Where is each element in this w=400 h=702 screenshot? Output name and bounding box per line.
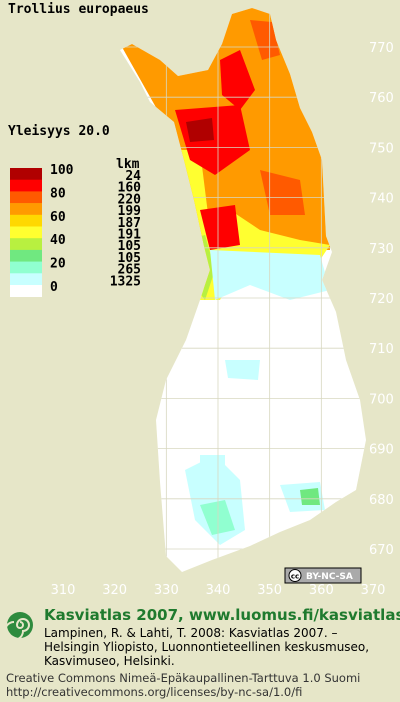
legend-swatch <box>10 168 42 180</box>
y-tick-label: 680 <box>369 493 394 508</box>
legend-count: 265 <box>118 263 141 278</box>
y-tick-label: 700 <box>369 392 394 407</box>
y-tick-label: 770 <box>369 41 394 56</box>
x-tick-label: 360 <box>309 583 334 598</box>
y-tick-label: 760 <box>369 91 394 106</box>
logo <box>4 612 33 641</box>
y-tick-label: 720 <box>369 292 394 307</box>
range-red <box>260 170 305 215</box>
legend-swatch <box>10 191 42 204</box>
axes: 770 760 750 740 730 720 710 700 690 680 670 310 320 3… <box>51 41 394 598</box>
count-header: lkm <box>116 157 140 172</box>
y-tick-label: 710 <box>369 342 394 357</box>
logo-circle <box>7 612 33 638</box>
badge-symbol: cc <box>291 573 299 581</box>
legend-swatch <box>10 179 42 192</box>
legend-count: 191 <box>118 228 142 243</box>
legend-level: 60 <box>50 210 66 225</box>
x-tick-label: 370 <box>361 583 386 598</box>
legend-count: 160 <box>118 181 142 196</box>
badge-text: BY-NC-SA <box>306 572 353 582</box>
x-tick-label: 320 <box>102 583 127 598</box>
badge-frame <box>284 567 362 584</box>
legend-swatch <box>10 285 42 297</box>
legend-swatch <box>10 214 42 227</box>
y-tick-label: 670 <box>369 543 394 558</box>
legend-swatch <box>10 203 42 216</box>
x-tick-label: 310 <box>51 583 76 598</box>
legend-count: 187 <box>118 216 141 231</box>
legend-level: 40 <box>50 233 66 248</box>
legend-count: 220 <box>118 192 142 207</box>
license-line: Creative Commons Nimeä-Epäkaupallinen-Ta… <box>6 671 360 685</box>
legend-count: 105 <box>118 239 141 254</box>
legend: 1008060402002416022019918719110510526513… <box>10 163 141 297</box>
range-cyan <box>200 455 225 470</box>
legend-level: 20 <box>50 257 66 272</box>
distribution <box>120 8 366 572</box>
range-red <box>200 205 240 250</box>
legend-count: 199 <box>118 204 141 219</box>
y-tick-label: 730 <box>369 242 394 257</box>
legend-level: 80 <box>50 186 66 201</box>
species-title: Trollius europaeus <box>8 2 149 17</box>
y-tick-label: 690 <box>369 443 394 458</box>
range-cyan <box>225 360 260 380</box>
legend-count: 24 <box>125 169 141 184</box>
logo-spiral <box>4 618 30 641</box>
range-red <box>220 50 255 110</box>
license-line: http://creativecommons.org/licenses/by-n… <box>6 685 302 699</box>
legend-swatch <box>10 238 42 251</box>
x-tick-label: 330 <box>154 583 179 598</box>
y-tick-label: 740 <box>369 192 394 207</box>
legend-swatch <box>10 273 42 286</box>
range-green <box>300 488 320 505</box>
citation-line: Helsingin Yliopisto, Luonnontieteellinen… <box>44 640 369 654</box>
x-tick-label: 340 <box>206 583 231 598</box>
license-badge: cc BY-NC-SA <box>284 567 362 584</box>
range-mint <box>200 500 235 535</box>
citation-line: Kasvimuseo, Helsinki. <box>44 654 175 668</box>
range-darkred <box>186 118 214 142</box>
citation-line: Lampinen, R. & Lahti, T. 2008: Kasviatla… <box>44 626 338 640</box>
x-tick-label: 350 <box>257 583 282 598</box>
legend-swatch <box>10 249 42 262</box>
legend-swatch <box>10 261 42 274</box>
frequency-label: Yleisyys 20.0 <box>8 124 110 139</box>
legend-level: 100 <box>50 163 74 178</box>
range-red <box>250 20 280 60</box>
legend-level: 0 <box>50 280 58 295</box>
legend-swatch <box>10 226 42 239</box>
legend-count: 105 <box>118 251 141 266</box>
credits-heading: Kasviatlas 2007, www.luomus.fi/kasviatla… <box>44 606 400 624</box>
y-tick-label: 750 <box>369 141 394 156</box>
badge-circle <box>288 569 302 582</box>
legend-count: 1325 <box>110 274 141 289</box>
